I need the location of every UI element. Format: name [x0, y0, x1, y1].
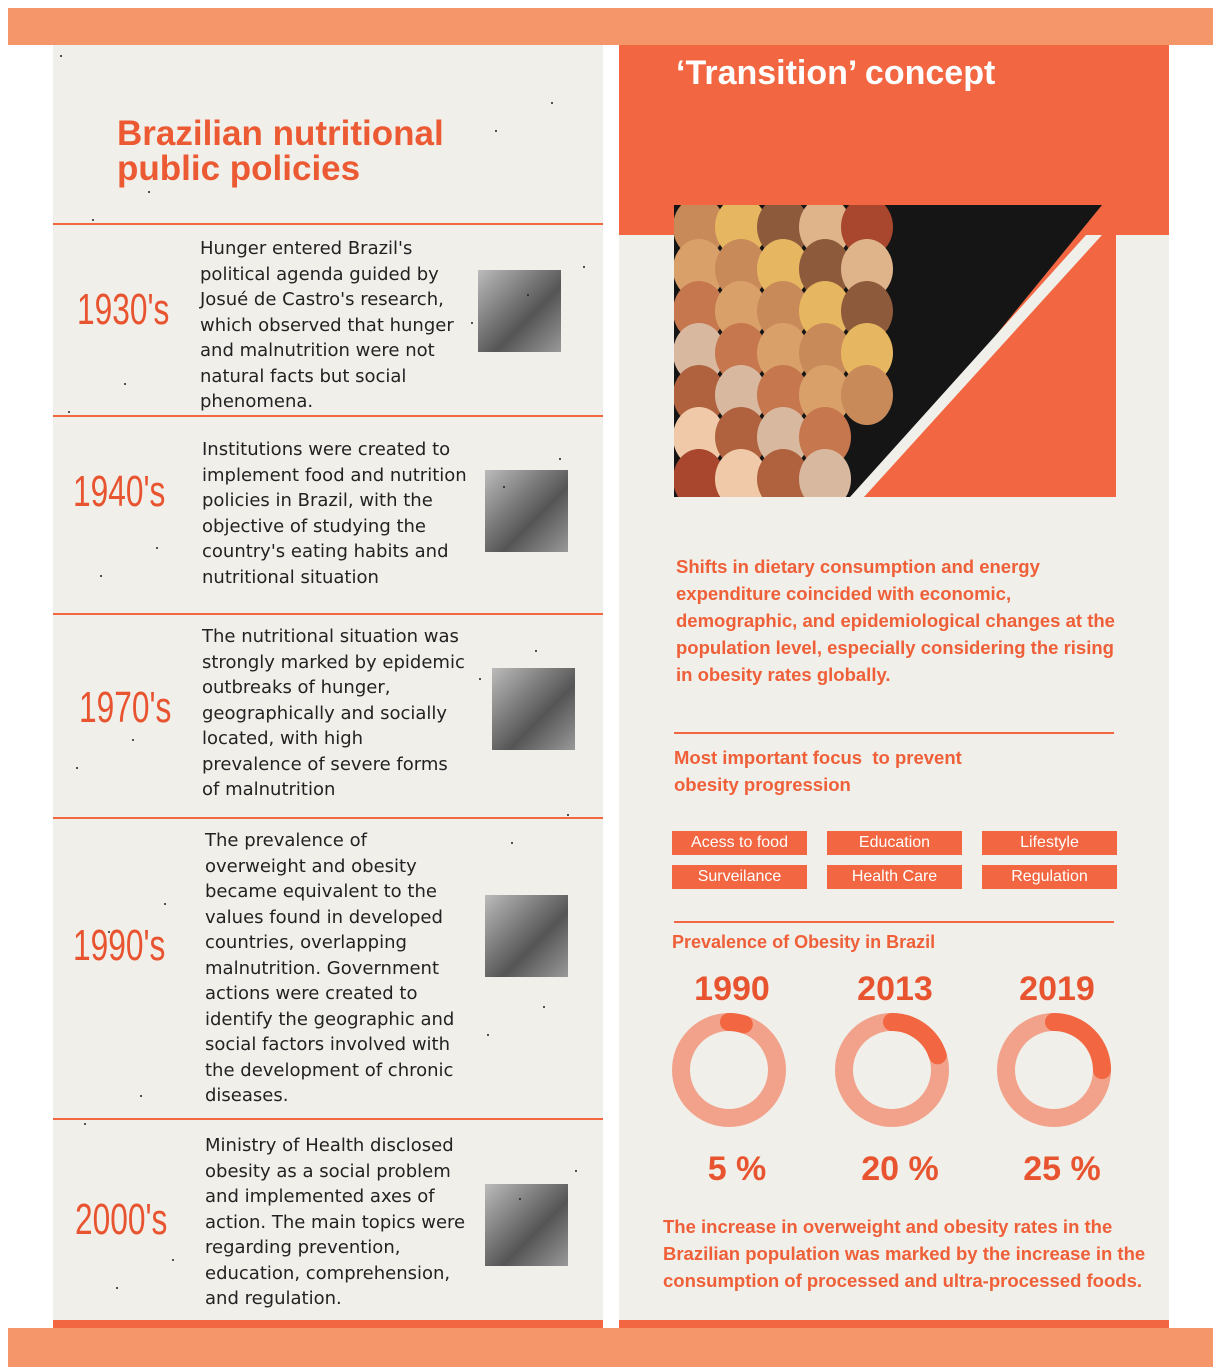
speckle: [535, 650, 537, 652]
percent-label: 25 %: [992, 1150, 1132, 1189]
description: Institutions were created to implement f…: [202, 437, 467, 590]
speckle: [164, 903, 166, 905]
speckle: [172, 1259, 174, 1261]
speckle: [100, 575, 102, 577]
speckle: [84, 1123, 86, 1125]
speckle: [124, 383, 126, 385]
speckle: [148, 191, 150, 193]
divider: [53, 1118, 603, 1120]
photo: [485, 895, 568, 977]
decade-label: 2000's: [75, 1195, 167, 1245]
left-bottom-line: [53, 1320, 603, 1328]
intro-text: Shifts in dietary consumption and energy…: [676, 553, 1116, 688]
page: Brazilian nutritional public policies ‘T…: [0, 0, 1213, 1367]
speckle: [487, 1034, 489, 1036]
collage-image: [674, 205, 1116, 497]
speckle: [519, 1198, 521, 1200]
left-title: Brazilian nutritional public policies: [117, 116, 477, 186]
focus-heading: Most important focus to prevent obesity …: [674, 744, 994, 798]
speckle: [559, 458, 561, 460]
year-label: 2019: [987, 970, 1127, 1009]
speckle: [60, 55, 62, 57]
decade-label: 1990's: [73, 921, 165, 971]
speckle: [140, 1095, 142, 1097]
speckle: [511, 842, 513, 844]
focus-tag: Acess to food: [672, 831, 807, 855]
divider: [53, 817, 603, 819]
speckle: [156, 547, 158, 549]
focus-tag: Surveilance: [672, 865, 807, 889]
focus-tag: Education: [827, 831, 962, 855]
decade-label: 1970's: [79, 683, 171, 733]
speckle: [108, 931, 110, 933]
speckle: [471, 322, 473, 324]
speckle: [527, 294, 529, 296]
percent-label: 20 %: [830, 1150, 970, 1189]
photo: [492, 668, 575, 750]
speckle: [479, 678, 481, 680]
focus-tag: Health Care: [827, 865, 962, 889]
photo: [478, 270, 561, 352]
divider: [674, 732, 1114, 734]
percent-label: 5 %: [667, 1150, 807, 1189]
donut-track: [681, 1022, 777, 1118]
speckle: [567, 814, 569, 816]
year-label: 2013: [825, 970, 965, 1009]
description: Ministry of Health disclosed obesity as …: [205, 1133, 470, 1312]
face-shape: [841, 365, 893, 425]
divider: [674, 921, 1114, 923]
focus-tag: Lifestyle: [982, 831, 1117, 855]
decade-label: 1930's: [77, 285, 169, 335]
donut: [832, 1010, 952, 1130]
description: The nutritional situation was strongly m…: [202, 624, 467, 803]
description: Hunger entered Brazil's political agenda…: [200, 236, 465, 415]
speckle: [92, 219, 94, 221]
speckle: [495, 130, 497, 132]
decade-label: 1940's: [73, 467, 165, 517]
prevalence-heading: Prevalence of Obesity in Brazil: [672, 929, 935, 956]
speckle: [543, 1006, 545, 1008]
divider: [53, 223, 603, 225]
speckle: [132, 739, 134, 741]
speckle: [116, 1287, 118, 1289]
speckle: [76, 767, 78, 769]
donut: [994, 1010, 1114, 1130]
year-label: 1990: [662, 970, 802, 1009]
right-bottom-line: [619, 1320, 1169, 1328]
description: The prevalence of overweight and obesity…: [205, 828, 470, 1109]
divider: [53, 613, 603, 615]
speckle: [503, 486, 505, 488]
focus-tag: Regulation: [982, 865, 1117, 889]
donut: [669, 1010, 789, 1130]
divider: [53, 415, 603, 417]
speckle: [68, 411, 70, 413]
top-band: [8, 8, 1213, 45]
conclusion-text: The increase in overweight and obesity r…: [663, 1213, 1153, 1294]
bottom-band: [8, 1328, 1213, 1367]
speckle: [575, 1170, 577, 1172]
photo: [485, 470, 568, 552]
photo: [485, 1184, 568, 1266]
speckle: [583, 266, 585, 268]
right-title: ‘Transition’ concept: [676, 54, 995, 93]
speckle: [551, 102, 553, 104]
